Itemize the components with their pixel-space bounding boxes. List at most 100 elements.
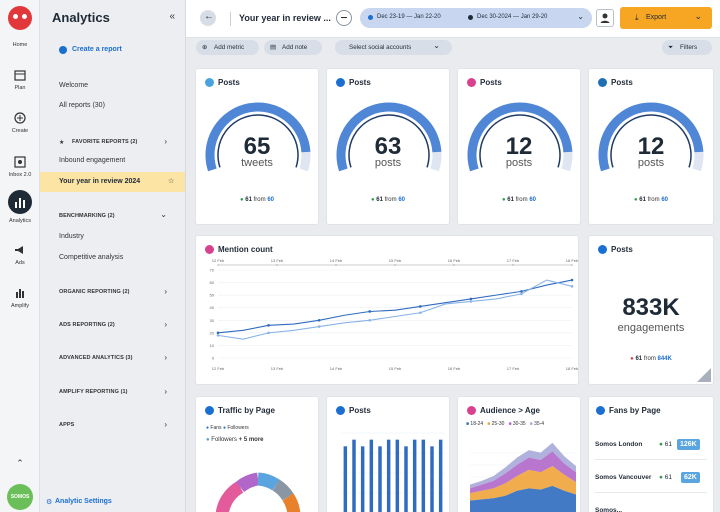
- sidebar-section-ads[interactable]: ADS REPORTING (2): [59, 322, 115, 328]
- engagements-comparison: ● 61 from 844K: [589, 356, 713, 362]
- mention-point: [368, 310, 372, 313]
- chevron-right-icon[interactable]: ›: [164, 137, 167, 146]
- audience-legend-item[interactable]: ■ 25-30: [487, 421, 504, 427]
- facebook-icon: [596, 406, 605, 415]
- gauge-base: 60: [267, 197, 274, 203]
- range2-dot: [468, 15, 473, 20]
- y-tick-label: 40: [210, 305, 215, 310]
- sidebar-item-all-reports[interactable]: All reports (30): [59, 102, 105, 109]
- gauge-unit: posts: [374, 157, 402, 169]
- add-note-button[interactable]: ▤ Add note: [264, 40, 322, 55]
- gauge-from: from: [515, 197, 528, 203]
- audience-area-chart[interactable]: [458, 431, 582, 512]
- legend-swatch-icon: ■: [466, 421, 470, 427]
- audience-legend-item[interactable]: ■ 18-24: [466, 421, 483, 427]
- sidebar-item-selected-report[interactable]: Your year in review 2024: [40, 172, 185, 192]
- analytic-settings-link[interactable]: Analytic Settings: [55, 498, 112, 505]
- engagements-card-title: Posts: [611, 245, 633, 254]
- mention-point: [469, 300, 473, 303]
- megaphone-icon: [15, 246, 23, 254]
- analytics-sidebar: Analytics « Create a report Welcome All …: [40, 0, 186, 512]
- posts-gauge-card: Posts 63 posts ● 61 from 60: [326, 68, 450, 225]
- filters-button[interactable]: ⏷ Filters: [662, 40, 712, 55]
- export-label: Export: [646, 14, 667, 21]
- plus-icon: [59, 46, 67, 54]
- sidebar-item-welcome[interactable]: Welcome: [59, 82, 89, 89]
- rail-plan[interactable]: Plan: [0, 68, 40, 91]
- sidebar-section-advanced[interactable]: ADVANCED ANALYTICS (3): [59, 355, 133, 361]
- legend-more[interactable]: + 5 more: [238, 437, 264, 443]
- facebook-dot-icon: ●: [206, 425, 210, 431]
- audience-legend-item[interactable]: ■ 35-4: [530, 421, 544, 427]
- export-button[interactable]: ⤓ Export ⌄: [620, 7, 712, 29]
- resize-corner-icon[interactable]: [697, 368, 711, 382]
- gauge-card-title: Posts: [480, 78, 502, 87]
- sidebar-section-favorite[interactable]: FAVORITE REPORTS (2): [72, 139, 138, 145]
- chevron-right-icon[interactable]: ›: [164, 387, 167, 396]
- add-metric-button[interactable]: ⊕ Add metric: [196, 40, 259, 55]
- minus-icon: [341, 17, 347, 18]
- title-menu-button[interactable]: [336, 10, 352, 26]
- sidebar-item-inbound[interactable]: Inbound engagement: [59, 157, 126, 164]
- rail-collapse-up-icon[interactable]: ⌃: [16, 458, 24, 468]
- traffic-by-page-card: Traffic by Page ● Fans ● Followers ● Fol…: [195, 396, 319, 512]
- audience-area: [470, 451, 576, 494]
- posts-bar: [438, 439, 443, 512]
- rail-ads[interactable]: Ads: [0, 243, 40, 266]
- back-button[interactable]: [200, 10, 216, 26]
- select-accounts-dropdown[interactable]: Select social accounts ⌄: [335, 40, 452, 55]
- sidebar-section-benchmarking[interactable]: BENCHMARKING (2): [59, 213, 115, 219]
- engagements-value: 833K: [622, 294, 680, 321]
- posts-bar: [421, 439, 426, 512]
- donut-slice: [215, 481, 244, 512]
- date-range-selector[interactable]: Dec 23-19 — Jan 22-20 Dec 30-2024 — Jan …: [360, 8, 592, 28]
- report-title[interactable]: Your year in review ...: [239, 13, 331, 23]
- sidebar-section-organic[interactable]: ORGANIC REPORTING (2): [59, 289, 130, 295]
- chevron-down-icon: ⌄: [694, 11, 702, 21]
- analytics-active-icon[interactable]: [8, 190, 32, 214]
- audience-legend: ■ 18-24 ■ 25-30 ■ 30-35 ■ 35-4: [466, 421, 582, 427]
- sidebar-item-competitive[interactable]: Competitive analysis: [59, 254, 124, 261]
- avatar[interactable]: SOMOS: [7, 484, 33, 510]
- rail-ads-label: Ads: [15, 260, 25, 266]
- chevron-right-icon[interactable]: ›: [164, 420, 167, 429]
- sidebar-section-amplify[interactable]: AMPLIFY REPORTING (1): [59, 389, 128, 395]
- facebook-icon: [598, 245, 607, 254]
- gauge-fill: [205, 102, 311, 172]
- chevron-right-icon[interactable]: ›: [164, 320, 167, 329]
- y-tick-label: 10: [210, 343, 215, 348]
- app-rail: Home Plan Create Inbox 2.0 Analytics Ads…: [0, 0, 40, 512]
- mention-point: [216, 334, 220, 337]
- rail-create[interactable]: Create: [0, 111, 40, 134]
- posts-bar-chart[interactable]: [327, 423, 451, 512]
- sidebar-section-apps[interactable]: APPS: [59, 422, 75, 428]
- chevron-right-icon[interactable]: ›: [164, 353, 167, 362]
- rail-home[interactable]: Home: [0, 42, 40, 48]
- rail-inbox-label: Inbox 2.0: [8, 172, 32, 178]
- sidebar-item-industry[interactable]: Industry: [59, 233, 84, 240]
- owl-logo-icon[interactable]: [8, 6, 32, 30]
- donut-slice: [257, 472, 280, 491]
- traffic-donut[interactable]: [210, 459, 306, 512]
- mention-line-chart[interactable]: 0 10 20 30 40 50 60 70 12 Feb 13 Feb 14 Feb 15 Feb 1…: [196, 254, 580, 386]
- audience-legend-item[interactable]: ■ 30-35: [508, 421, 525, 427]
- mention-point: [216, 331, 220, 335]
- rail-analytics[interactable]: Analytics: [0, 218, 40, 224]
- facebook-icon: [336, 78, 345, 87]
- collapse-sidebar-icon[interactable]: «: [169, 11, 175, 22]
- chevron-right-icon[interactable]: ›: [164, 287, 167, 296]
- posts-bar-title: Posts: [349, 406, 371, 415]
- chevron-down-icon[interactable]: ⌄: [160, 210, 167, 219]
- create-report-link[interactable]: Create a report: [72, 46, 122, 53]
- fans-page-name: Somos Vancouver: [595, 474, 652, 481]
- gauge-unit: tweets: [241, 157, 273, 169]
- gauge-delta: 61: [507, 197, 514, 203]
- share-user-button[interactable]: [596, 9, 614, 27]
- rail-amplify[interactable]: Amplify: [0, 286, 40, 309]
- gear-icon: ⚙: [46, 499, 53, 506]
- rail-inbox[interactable]: Inbox 2.0: [0, 155, 40, 178]
- gauge-base: 60: [529, 197, 536, 203]
- mention-count-card: Mention count 0 10 20 30 40 50 60 70 12 Feb 13 Fe…: [195, 235, 579, 385]
- rail-create-label: Create: [11, 128, 29, 134]
- star-toggle-icon[interactable]: ☆: [168, 178, 175, 185]
